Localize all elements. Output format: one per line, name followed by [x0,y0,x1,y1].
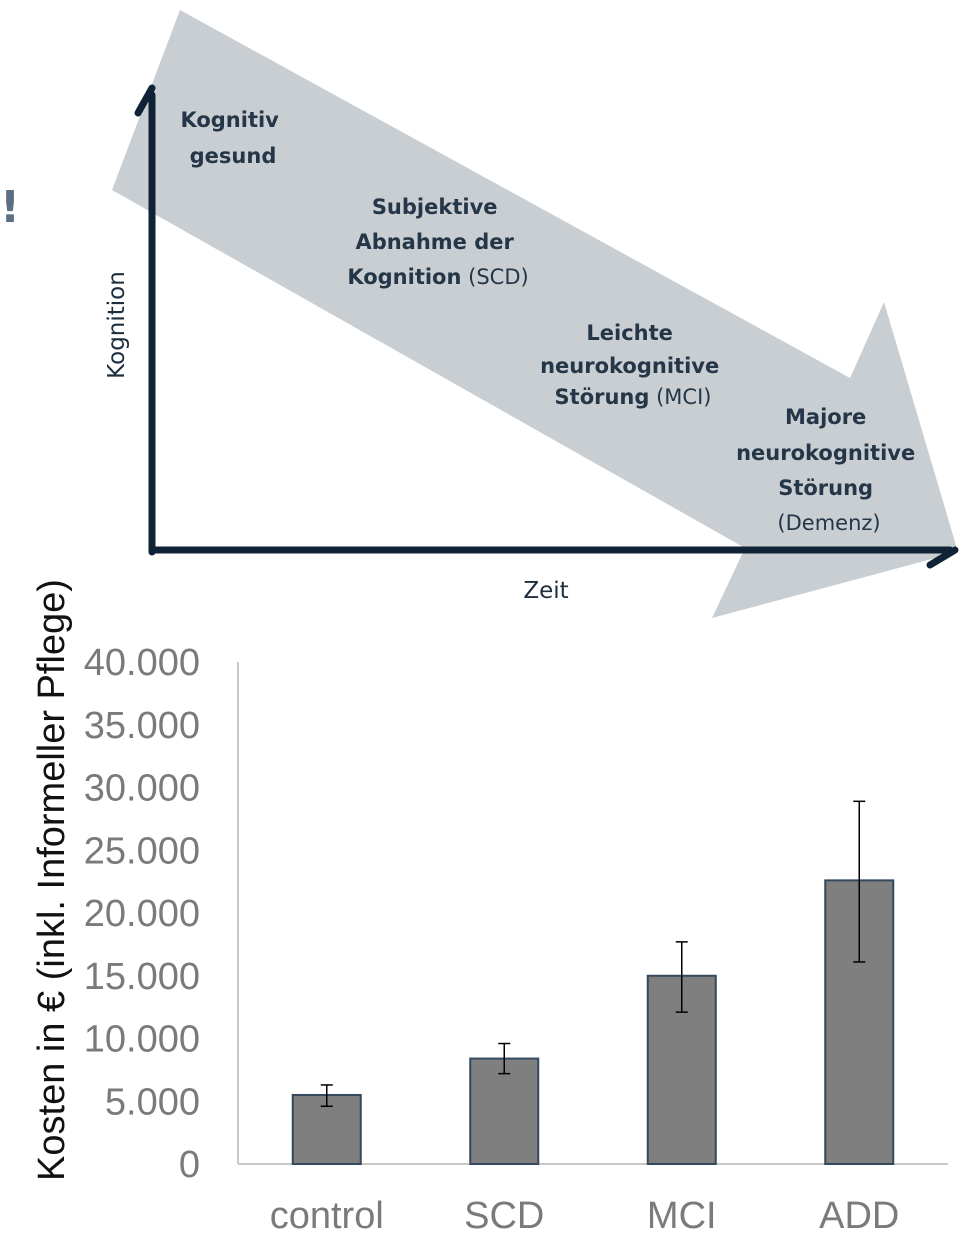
y-tick-label: 20.000 [84,893,200,935]
y-tick-label: 40.000 [84,642,200,684]
bars [291,879,895,1165]
stage-label-dementia: Majore neurokognitive Störung (Demenz) [736,405,922,535]
category-labels: control SCD MCI ADD [270,1195,900,1233]
y-tick-label: 30.000 [84,768,200,810]
y-tick-label: 25.000 [84,830,200,872]
cognition-timeline-diagram: ! Kognition Zeit Kognitiv gesund Subjekt… [0,10,959,618]
stage-label-mci: Leichte neurokognitive Störung (MCI) [540,321,726,409]
cost-bar-chart: Kosten in € (inkl. Informeller Pflege) 0… [31,579,948,1233]
exclamation-mark: ! [0,182,20,233]
category-label-control: control [270,1195,384,1233]
chart-y-axis-label: Kosten in € (inkl. Informeller Pflege) [31,579,73,1181]
diagram-x-axis-label: Zeit [523,578,568,604]
category-label-add: ADD [819,1195,899,1233]
y-tick-label: 0 [179,1144,200,1186]
category-label-mci: MCI [647,1195,717,1233]
y-axis-arrowhead [134,84,156,117]
stage-label-cognitively-healthy: Kognitiv gesund [180,108,285,168]
stage-label-scd: Subjektive Abnahme der Kognition (SCD) [347,195,528,289]
bar-scd [469,1057,540,1165]
decline-arrow [112,10,958,618]
x-axis-arrowhead [926,546,959,569]
y-tick-label: 15.000 [84,956,200,998]
y-tick-label: 10.000 [84,1019,200,1061]
y-tick-label: 35.000 [84,705,200,747]
error-bars [320,800,866,1108]
y-tick-label: 5.000 [105,1081,200,1123]
y-tick-labels: 0 5.000 10.000 15.000 20.000 25.000 30.000 35.0… [84,642,200,1186]
category-label-scd: SCD [464,1195,544,1233]
diagram-y-axis-label: Kognition [104,271,130,379]
